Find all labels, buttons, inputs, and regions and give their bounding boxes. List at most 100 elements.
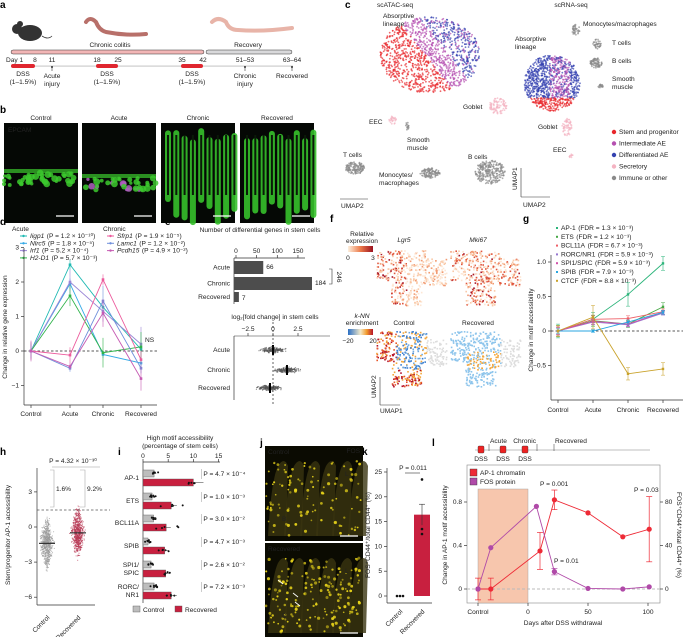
data-point: [591, 316, 595, 319]
schematic-label: Recovered: [555, 438, 587, 445]
replicate-point: [420, 527, 424, 531]
scrna-bcell-cluster: [589, 57, 603, 69]
data-point: [488, 586, 494, 592]
scatac-tcell-cluster: [345, 161, 366, 175]
bar-Recovered: [142, 478, 194, 487]
data-point: [661, 305, 665, 309]
bar-value-label: 66: [266, 264, 274, 271]
replicate-point: [152, 494, 155, 497]
x-tick-label: 50: [253, 248, 261, 255]
base-label: B: [282, 613, 287, 620]
x-tick-label: Recovered: [647, 407, 679, 414]
recovery-label: Recovery: [234, 42, 263, 49]
data-point: [68, 353, 72, 357]
legend-marker: [556, 227, 558, 229]
x-tick-label: 10: [190, 453, 198, 460]
mouse-icon: [12, 21, 53, 41]
y-tick-label: −3: [24, 559, 32, 566]
violin-dots-Recovered: [69, 505, 86, 561]
legend-item: Sfrp1 (P = 1.9 × 10⁻⁵): [109, 233, 182, 240]
legend-item: Stem and progenitor: [611, 129, 680, 136]
p-value: P = 3.0 × 10⁻²: [203, 516, 245, 523]
cluster-label: T cells: [612, 40, 632, 47]
scrna-tcell-cluster: [592, 38, 602, 50]
day-label: 51–53: [236, 57, 255, 64]
y-axis-label-left: Change in AP-1 motif accessibility: [442, 485, 449, 585]
legend-item: ETS (FDR = 1.2 × 10⁻³): [556, 234, 631, 241]
stain-label: EPCAM: [8, 127, 31, 134]
legend-label: Stem and progenitor: [619, 129, 680, 136]
legend-gene: H2-D1: [30, 255, 49, 262]
legend-item: Recovered: [174, 605, 217, 614]
series-line-BCL11A: [557, 311, 664, 332]
day-label: 35: [178, 57, 186, 64]
y-tick-label: 0.5: [537, 294, 546, 301]
panel-label: k: [362, 447, 368, 458]
series-line-Pcdh15: [30, 312, 142, 379]
legend-swatch: [174, 605, 183, 613]
dss-bar: [11, 64, 35, 68]
epcam-micrograph: [1, 123, 78, 223]
median-marker: [269, 383, 271, 393]
panel-label: g: [523, 214, 529, 225]
replicate-point: [420, 478, 424, 481]
event-label: Acute: [44, 73, 61, 80]
replicate-point: [159, 505, 162, 508]
percent-label: 1.6%: [56, 486, 71, 493]
legend-fdr: (FDR = 5.9 × 10⁻³): [598, 251, 653, 258]
colorbar-title: enrichment: [346, 320, 379, 327]
y-tick-label: 0: [378, 593, 382, 600]
replicate-point: [149, 585, 152, 588]
y-axis-label: Stem/progenitor AP-1 accessibility: [5, 484, 12, 585]
day-label: 11: [49, 57, 56, 64]
colorbar-tick: −20: [342, 338, 354, 345]
legend-motif: SPI1/SPIC: [561, 260, 593, 267]
y-tick-label: SPIB: [124, 543, 140, 550]
y-axis-label: FOS⁺CD44⁺/total CD44⁺ (%): [365, 492, 372, 578]
arrow-icon: [294, 601, 301, 607]
legend-p-value: (P = 1.9 × 10⁻⁵): [135, 233, 181, 240]
legend-motif: CTCF: [561, 278, 579, 285]
legend-item: Iigp1 (P = 1.2 × 10⁻¹⁰): [22, 232, 95, 240]
legend-p-value: (P = 1.2 × 10⁻¹⁰): [47, 232, 96, 240]
data-point: [68, 263, 72, 267]
legend-item: Differentiated AE: [611, 152, 669, 159]
legend-fdr: (FDR = 1.2 × 10⁻³): [576, 234, 631, 241]
y-axis-label: Change in relative gene expression: [2, 275, 9, 379]
x-tick-label: Chronic: [92, 411, 115, 418]
legend-marker: [556, 262, 558, 265]
replicate-point: [157, 471, 160, 474]
schematic-label: Acute: [490, 438, 507, 445]
chart-title: Number of differential genes in stem cel…: [200, 227, 322, 234]
bar-Recovered: [142, 569, 166, 578]
x-tick-label: Recovered: [125, 411, 157, 418]
data-point: [101, 351, 105, 355]
colorbar-title: Relative: [350, 231, 374, 238]
replicate-point: [190, 481, 193, 484]
y-tick-label: 5: [378, 568, 382, 575]
x-tick-label: Control: [547, 407, 569, 414]
legend-p-value: (P = 5.2 × 10⁻⁴): [42, 248, 89, 255]
colorbar-tick: 3: [371, 255, 375, 262]
replicate-point: [146, 539, 149, 542]
legend-item: Secretory: [611, 164, 648, 171]
event-label: Recovered: [276, 73, 308, 80]
bar-Recovered: [414, 514, 430, 596]
p-value: P = 2.6 × 10⁻²: [203, 562, 245, 569]
condition-label: Control: [268, 449, 290, 456]
legend-motif: ETS: [561, 234, 574, 241]
legend-swatch: [611, 175, 617, 181]
series-line-SPI1/SPIC: [557, 311, 664, 332]
legend-label: Intermediate AE: [619, 141, 667, 148]
data-point: [68, 365, 72, 368]
y-tick-label: Chronic: [207, 367, 230, 374]
data-point: [556, 329, 560, 333]
x-tick-label: 0: [271, 326, 275, 333]
timepoint-marker: [244, 66, 246, 68]
cluster-label: lineage: [515, 44, 537, 51]
legend-fdr: (FDR = 6.7 × 10⁻³): [588, 243, 643, 250]
replicate-point: [157, 549, 160, 552]
y-tick-label: Chronic: [207, 281, 230, 288]
x-axis-label: Days after DSS withdrawal: [524, 620, 603, 627]
